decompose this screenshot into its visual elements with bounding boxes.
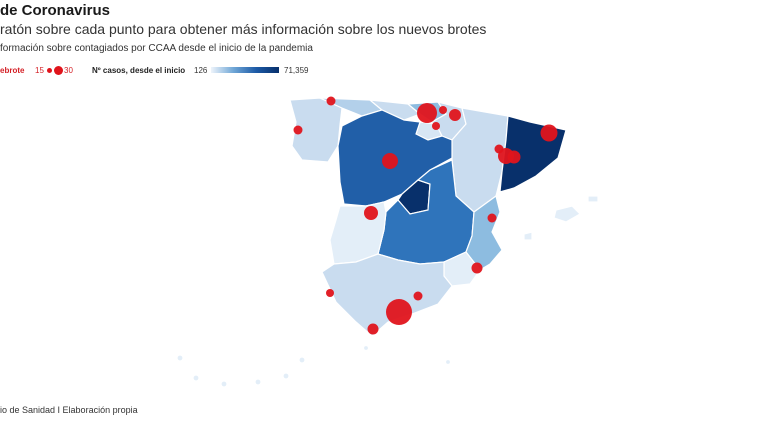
legend-outbreak-max: 30 xyxy=(64,66,73,75)
outbreak-marker[interactable] xyxy=(326,289,334,297)
outbreak-marker[interactable] xyxy=(471,262,483,274)
outbreak-marker[interactable] xyxy=(449,109,461,121)
legend-cases-min: 126 xyxy=(194,66,208,75)
region-andalucia[interactable] xyxy=(321,253,453,337)
outbreak-marker[interactable] xyxy=(293,125,303,135)
source-note: io de Sanidad I Elaboración propia xyxy=(0,405,138,415)
region-canarias-3[interactable] xyxy=(220,380,228,388)
region-baleares-ibiza[interactable] xyxy=(523,231,533,241)
outbreak-marker[interactable] xyxy=(367,323,379,335)
outbreak-marker[interactable] xyxy=(417,103,437,123)
outbreak-marker[interactable] xyxy=(432,122,440,130)
outbreak-marker[interactable] xyxy=(439,106,447,114)
page-subtitle: ratón sobre cada punto para obtener más … xyxy=(0,21,487,37)
outbreak-marker[interactable] xyxy=(507,150,521,164)
outbreak-marker[interactable] xyxy=(487,213,497,223)
legend-outbreak-label: ebrote xyxy=(0,66,25,75)
region-canarias-6[interactable] xyxy=(298,356,306,364)
region-canarias-1[interactable] xyxy=(176,354,184,362)
outbreak-marker[interactable] xyxy=(382,153,398,169)
page-info: formación sobre contagiados por CCAA des… xyxy=(0,43,313,54)
legend-large-dot xyxy=(54,66,63,75)
region-canarias-5[interactable] xyxy=(282,372,290,380)
outbreak-marker[interactable] xyxy=(364,206,378,220)
outbreak-marker[interactable] xyxy=(540,124,558,142)
region-ceuta[interactable] xyxy=(362,344,370,352)
region-baleares-menorca[interactable] xyxy=(587,195,599,203)
region-canarias-2[interactable] xyxy=(192,374,200,382)
outbreak-marker[interactable] xyxy=(386,299,412,325)
region-baleares-mallorca[interactable] xyxy=(553,205,581,223)
outbreak-marker[interactable] xyxy=(326,96,336,106)
region-canarias-4[interactable] xyxy=(254,378,262,386)
legend-small-dot xyxy=(47,68,52,73)
legend-outbreak-min: 15 xyxy=(35,66,44,75)
region-cantabria[interactable] xyxy=(368,99,422,121)
outbreak-marker[interactable] xyxy=(413,291,423,301)
legend-color-scale xyxy=(211,67,279,73)
region-melilla[interactable] xyxy=(444,358,452,366)
page-title: de Coronavirus xyxy=(0,2,111,19)
legend-cases-max: 71,359 xyxy=(284,66,309,75)
legend-cases-label: Nº casos, desde el inicio xyxy=(92,66,186,75)
